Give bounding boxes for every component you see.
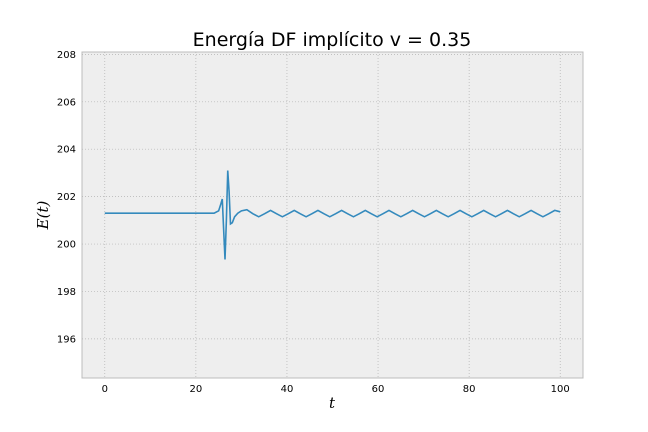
x-tick-label: 60 <box>372 384 385 395</box>
x-axis-label: t <box>329 394 336 412</box>
marks <box>104 170 561 260</box>
y-tick-label: 200 <box>57 240 76 251</box>
y-tick-label: 208 <box>57 50 76 61</box>
y-tick-label: 198 <box>57 287 76 298</box>
x-tick-label: 20 <box>189 384 202 395</box>
x-tick-label: 0 <box>102 384 108 395</box>
y-tick-label: 204 <box>57 145 76 156</box>
y-axis-label: E(t) <box>34 201 52 231</box>
line-series <box>104 170 561 260</box>
chart-title: Energía DF implícito v = 0.35 <box>193 29 472 51</box>
x-tick-label: 40 <box>281 384 294 395</box>
y-tick-label: 202 <box>57 192 76 203</box>
x-tick-label: 80 <box>463 384 476 395</box>
y-tick-label: 196 <box>57 334 76 345</box>
x-tick-label: 100 <box>551 384 570 395</box>
y-tick-label: 206 <box>57 97 76 108</box>
